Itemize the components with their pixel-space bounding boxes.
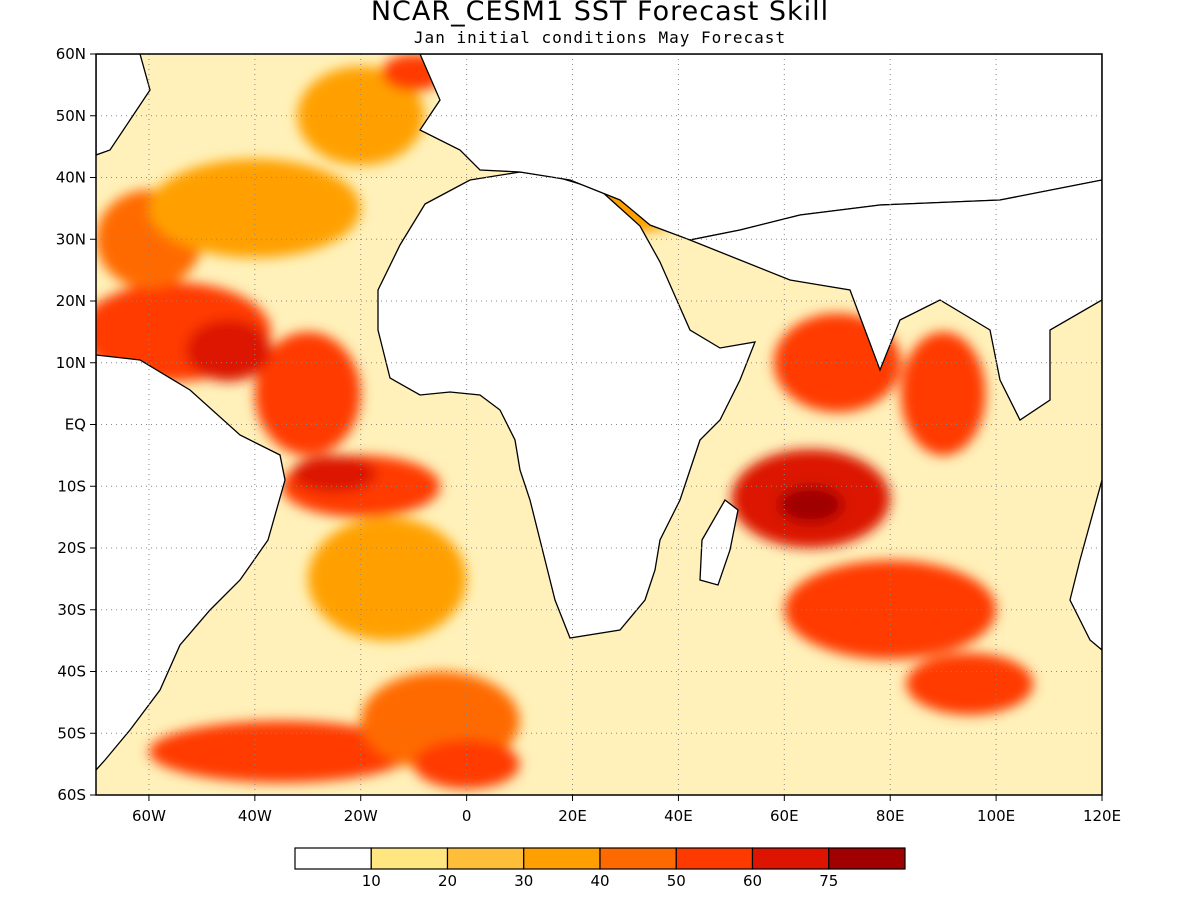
asia-landmass [687, 179, 1102, 421]
south-america-landmass [96, 354, 286, 771]
lat-label: 20N [56, 292, 86, 310]
land-masses [96, 54, 1102, 771]
lat-label: 30S [57, 601, 86, 619]
colorbar-tick-label: 10 [362, 872, 381, 890]
skill-region [900, 331, 986, 456]
map-grid [96, 54, 1102, 795]
skill-region [307, 517, 467, 641]
lon-label: 120E [1083, 807, 1121, 825]
madagascar [699, 499, 739, 586]
lat-label: 10S [57, 477, 86, 495]
lon-label: 0 [462, 807, 472, 825]
lon-label: 100E [977, 807, 1015, 825]
skill-region [291, 455, 377, 493]
lon-label: 20W [344, 807, 378, 825]
colorbar-swatch [828, 847, 906, 870]
skill-region [148, 158, 361, 258]
colorbar-tick-label: 60 [743, 872, 762, 890]
skill-region [297, 66, 425, 166]
lat-label: 50N [56, 107, 86, 125]
lat-label: 40N [56, 169, 86, 187]
colorbar-swatch [370, 847, 449, 870]
lon-label: 40E [664, 807, 693, 825]
north-america-landmass [96, 54, 151, 156]
skill-region [906, 652, 1034, 715]
lon-label: 60W [132, 807, 166, 825]
colorbar-swatch [751, 847, 830, 870]
colorbar-swatch [294, 847, 372, 870]
lat-label: 40S [57, 663, 86, 681]
axis-labels: 60N 50N 40N 30N 20N 10N EQ 10S 20S 30S 40S 50S 60S 60… [56, 45, 1121, 825]
skill-region [148, 720, 414, 783]
colorbar-tick-label: 40 [590, 872, 609, 890]
lat-label: 30N [56, 230, 86, 248]
lat-label: 10N [56, 354, 86, 372]
lat-label: EQ [65, 416, 86, 434]
africa-landmass [377, 171, 757, 639]
colorbar-tick-label: 50 [667, 872, 686, 890]
skill-region [186, 319, 271, 382]
lon-label: 20E [558, 807, 587, 825]
lon-label: 60E [770, 807, 799, 825]
colorbar-swatch [523, 847, 601, 870]
lon-label: 40W [238, 807, 272, 825]
colorbar-tick-label: 30 [514, 872, 533, 890]
map-subtitle: Jan initial conditions May Forecast [413, 28, 787, 47]
colorbar-tick-label: 75 [819, 872, 838, 890]
colorbar-swatch [446, 847, 525, 870]
map-title: NCAR_CESM1 SST Forecast Skill [370, 0, 830, 27]
colorbar-tick-label: 20 [438, 872, 457, 890]
lon-label: 80E [876, 807, 905, 825]
lat-label: 50S [57, 724, 86, 742]
colorbar-swatch [675, 847, 754, 870]
lat-label: 20S [57, 539, 86, 557]
australia-landmass [1069, 479, 1102, 651]
skill-region [779, 486, 843, 524]
colorbar-legend: 10 20 30 40 50 60 75 [294, 847, 906, 890]
lat-label: 60N [56, 45, 86, 63]
lat-label: 60S [57, 786, 86, 804]
colorbar-swatch [599, 847, 677, 870]
